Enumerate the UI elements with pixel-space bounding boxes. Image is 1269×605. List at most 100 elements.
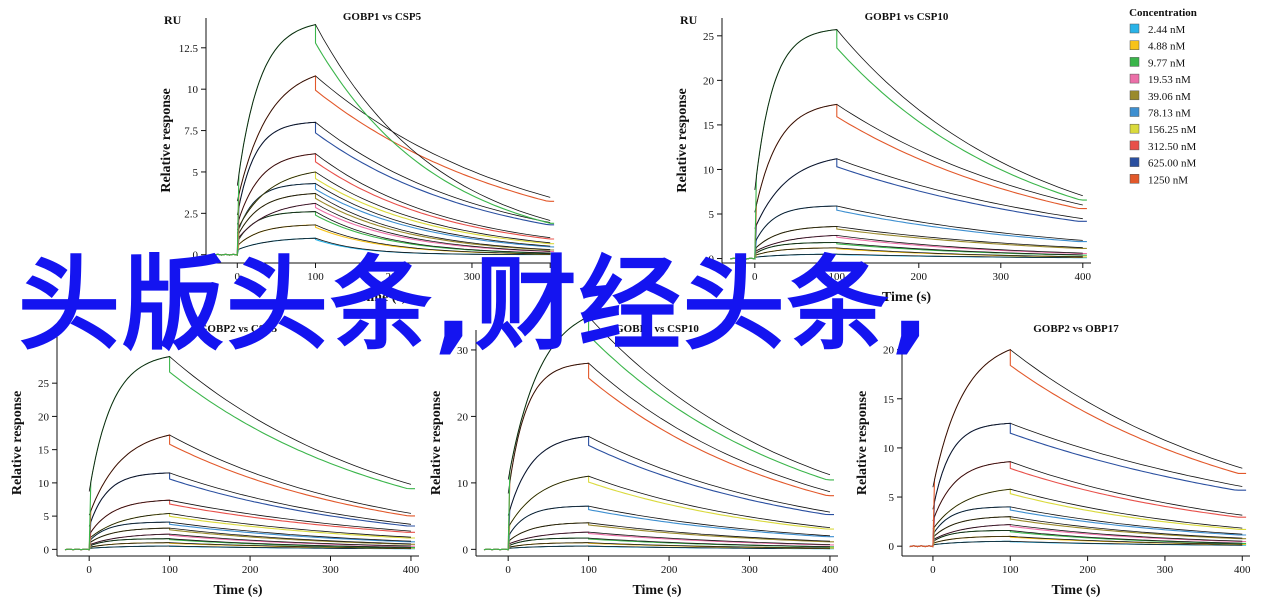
y-tick-label: 25 xyxy=(703,31,715,43)
x-tick-label: 400 xyxy=(542,271,559,283)
legend-label: 1250 nM xyxy=(1148,174,1188,186)
x-tick-label: 200 xyxy=(661,564,678,576)
fit-line-3 xyxy=(932,524,1243,542)
fit-line-4 xyxy=(932,516,1243,539)
chart-panel-4: 0 100 200 300 400 0 5 10 15 20 GOBP2 vs OBP17 Time … xyxy=(855,323,1251,598)
y-tick-label: 15 xyxy=(883,394,895,406)
legend-label: 9.77 nM xyxy=(1148,57,1186,69)
series-line-6 xyxy=(730,158,1087,260)
x-tick-label: 100 xyxy=(161,564,178,576)
legend-swatch xyxy=(1129,140,1140,151)
fit-line-5 xyxy=(754,205,1083,243)
y-tick-label: 12.5 xyxy=(179,43,199,55)
series-line-9 xyxy=(909,348,1247,548)
fit-line-3 xyxy=(236,202,551,252)
y-tick-label: 0 xyxy=(463,544,469,556)
x-tick-label: 0 xyxy=(235,271,241,283)
y-axis-title: Relative response xyxy=(10,391,25,495)
y-tick-label: 5 xyxy=(709,209,715,221)
fit-line-2 xyxy=(932,530,1243,544)
x-tick-label: 400 xyxy=(1234,564,1251,576)
x-tick-label: 300 xyxy=(993,271,1010,283)
y-tick-label: 10 xyxy=(703,164,715,176)
legend-label: 2.44 nM xyxy=(1148,24,1186,36)
y-tick-label: 5 xyxy=(193,167,199,179)
chart-title: GOBP2 vs OBP17 xyxy=(1033,323,1119,335)
fit-line-7 xyxy=(507,435,831,516)
legend-swatch xyxy=(1129,40,1140,50)
y-tick-label: 20 xyxy=(457,411,469,423)
y-tick-label: 5 xyxy=(889,492,895,504)
legend-swatch xyxy=(1129,157,1140,167)
legend-swatch xyxy=(1129,123,1140,134)
chart-panel-2: 0 100 200 300 400 0 5 10 15 20 25 GOBP2 vs CSP5 Time… xyxy=(10,323,420,598)
fit-line-6 xyxy=(754,158,1083,229)
fit-line-10 xyxy=(88,356,412,492)
fit-line-7 xyxy=(754,103,1083,213)
fit-line-5 xyxy=(932,506,1243,535)
y-tick-label: 10 xyxy=(38,478,50,490)
y-tick-label: 2.5 xyxy=(184,208,198,220)
chart-title: GOBP1 vs CSP10 xyxy=(865,11,949,23)
fit-line-6 xyxy=(507,475,831,528)
y-tick-label: 7.5 xyxy=(184,126,198,138)
x-tick-label: 0 xyxy=(86,564,92,576)
unit-label: RU xyxy=(680,13,698,27)
y-tick-label: 25 xyxy=(38,378,50,390)
y-tick-label: 10 xyxy=(883,443,895,455)
fit-line-4 xyxy=(88,527,412,545)
fit-line-6 xyxy=(236,171,551,244)
fit-line-2 xyxy=(236,211,551,254)
fit-line-8 xyxy=(236,121,551,223)
y-tick-label: 30 xyxy=(457,345,469,357)
x-tick-label: 0 xyxy=(752,271,758,283)
x-axis-title: Time (s) xyxy=(213,583,262,598)
x-tick-label: 300 xyxy=(1157,564,1174,576)
y-tick-label: 0 xyxy=(889,541,895,553)
legend-label: 78.13 nM xyxy=(1148,108,1191,120)
y-tick-label: 0 xyxy=(193,250,199,262)
legend-label: 39.06 nM xyxy=(1148,91,1191,103)
y-tick-label: 20 xyxy=(883,345,895,357)
legend-swatch xyxy=(1129,107,1140,117)
y-tick-label: 10 xyxy=(457,478,469,490)
x-tick-label: 400 xyxy=(403,564,420,576)
x-tick-label: 100 xyxy=(580,564,597,576)
y-tick-label: 0 xyxy=(709,254,715,266)
chart-title: GOBP1 vs CSP5 xyxy=(343,11,422,23)
x-tick-label: 0 xyxy=(930,564,936,576)
x-tick-label: 400 xyxy=(1075,271,1092,283)
x-axis-title: Time (s) xyxy=(632,583,681,598)
x-axis-title: Time (s) xyxy=(1051,583,1100,598)
legend-swatch xyxy=(1129,174,1140,184)
x-tick-label: 200 xyxy=(911,271,928,283)
series-line-7 xyxy=(483,435,834,551)
series-line-9 xyxy=(483,315,834,551)
y-axis-title: Relative response xyxy=(855,391,870,495)
legend-label: 312.50 nM xyxy=(1148,141,1197,153)
y-axis-title: Relative response xyxy=(429,391,444,495)
y-tick-label: 15 xyxy=(38,445,50,457)
fit-line-10 xyxy=(236,24,551,221)
x-tick-label: 200 xyxy=(385,271,402,283)
fit-line-9 xyxy=(507,316,831,480)
x-axis-title: Time (s) xyxy=(357,290,406,305)
x-axis-title: Time (s) xyxy=(882,290,931,305)
fit-line-1 xyxy=(754,247,1083,258)
unit-label: RU xyxy=(164,13,182,27)
legend: Concentration 2.44 nM 4.88 nM 9.77 nM 19.53 … xyxy=(1129,7,1197,186)
y-tick-label: 0 xyxy=(44,544,50,556)
fit-line-8 xyxy=(88,472,412,527)
legend-title: Concentration xyxy=(1129,7,1197,19)
fit-line-5 xyxy=(236,183,551,247)
fit-line-1 xyxy=(237,224,551,255)
fit-line-2 xyxy=(89,538,412,548)
fit-line-8 xyxy=(932,422,1243,510)
y-tick-label: 10 xyxy=(187,84,199,96)
x-tick-label: 400 xyxy=(822,564,839,576)
chart-panel-3: 0 100 200 300 400 0 10 20 30 GOBP2 vs CSP10 Time (… xyxy=(429,315,839,598)
chart-panel-0: 0 100 200 300 400 0 2.5 5 7.5 10 12.5 GOBP1 vs CSP5… xyxy=(159,11,559,305)
series-line-1 xyxy=(213,224,555,256)
y-axis-title: Relative response xyxy=(159,88,174,192)
fit-line-8 xyxy=(754,29,1083,197)
